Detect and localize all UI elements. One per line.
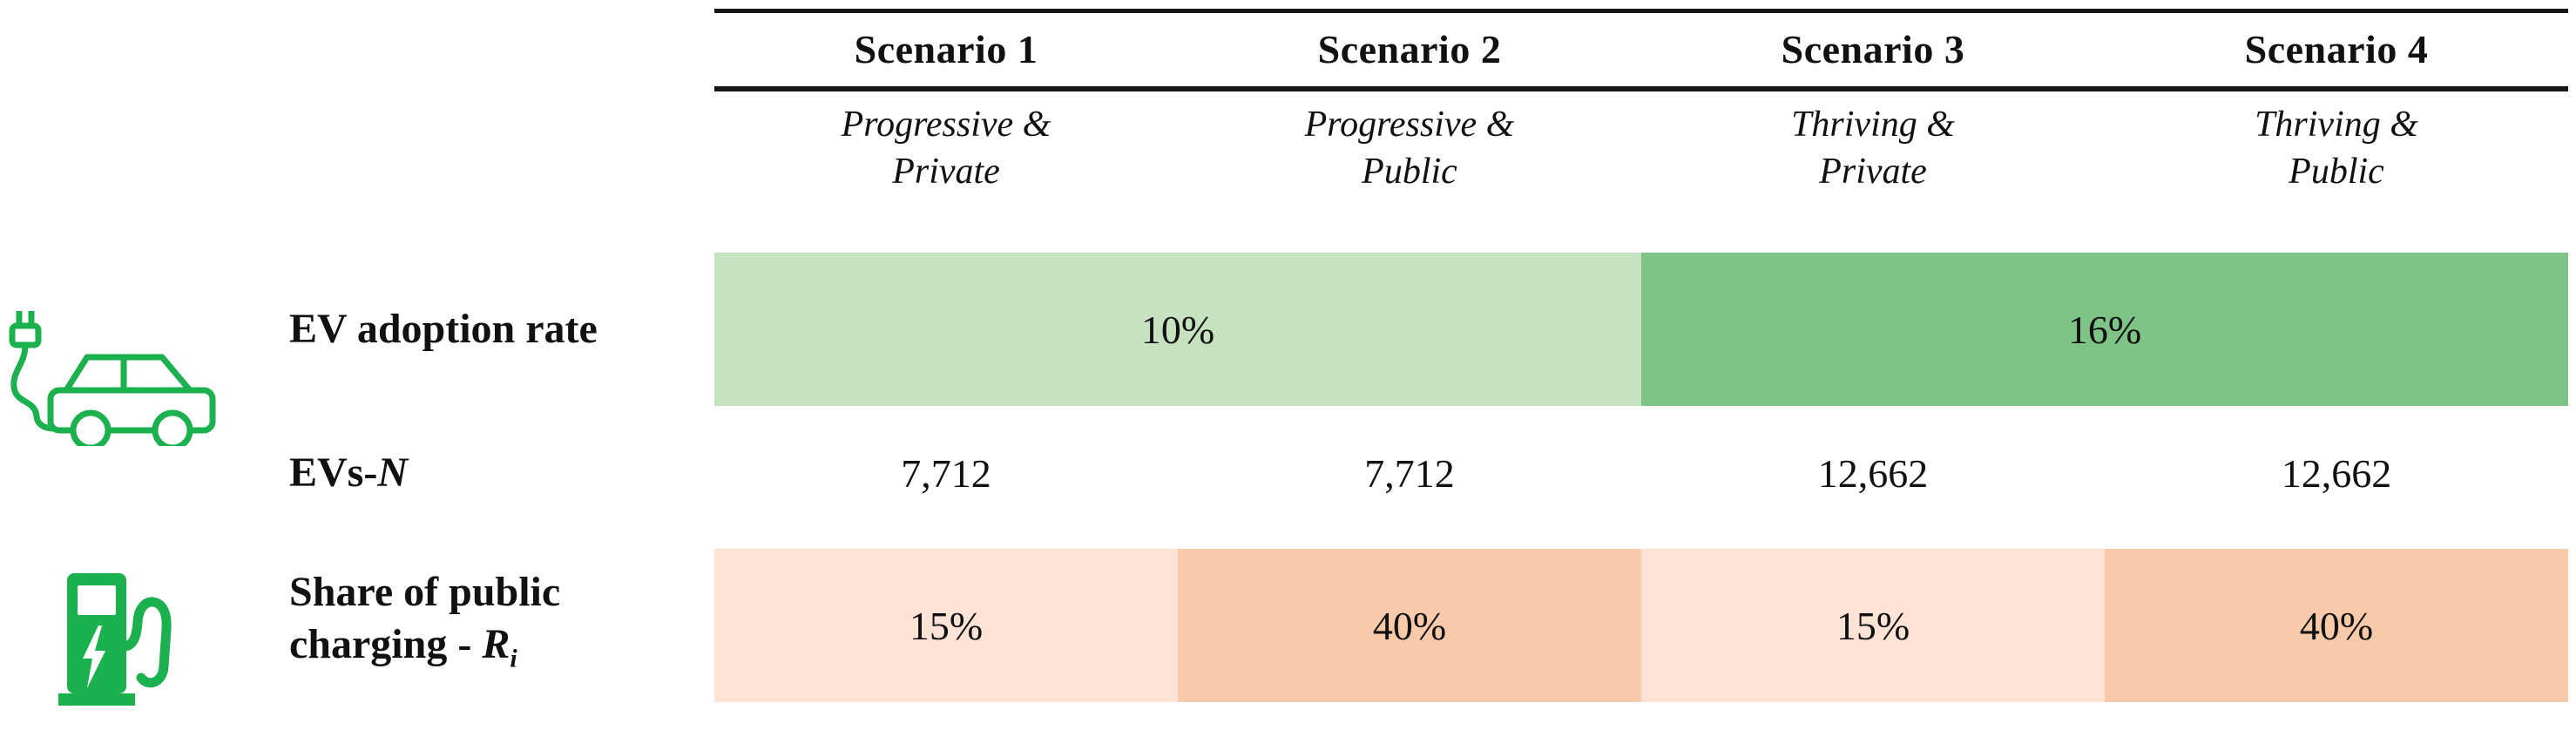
ev-adoption-cell-scenarios-3-4: 16% [1641,253,2568,406]
public-charging-label-line2: charging - Ri [289,618,560,686]
evs-label-symbol-N: N [377,449,409,496]
column-subtitle-scenario-2: Progressive & Public [1178,101,1641,199]
public-charging-cell-scenario-1: 15% [714,549,1178,702]
evs-count-value-scenario-4: 12,662 [2281,450,2392,496]
column-header-scenario-3: Scenario 3 [1781,26,1965,71]
column-header-scenario-4: Scenario 4 [2244,26,2429,71]
ev-car-icon [9,311,216,451]
subtitle-line: Private [1819,152,1927,192]
evs-count-value-scenario-3: 12,662 [1817,450,1929,496]
subtitle-line: Public [1362,152,1457,192]
evs-label-separator: - [363,449,378,496]
evs-label-text: EVs [289,449,364,496]
ev-adoption-rate-label: EV adoption rate [289,253,716,406]
subtitle-line: Thriving & [2255,105,2418,145]
public-charging-cell-scenario-3: 15% [1641,549,2105,702]
ev-charger-icon [58,573,172,706]
subtitle-line: Progressive & [1304,105,1515,145]
column-header-scenario-1: Scenario 1 [854,26,1038,71]
table-top-rule [714,9,2568,13]
evs-count-label: EVs - N [289,436,716,510]
column-subtitle-scenario-1: Progressive & Private [714,101,1178,199]
subtitle-line: Private [892,152,1000,192]
evs-count-value-scenario-1: 7,712 [901,450,991,496]
subtitle-line: Public [2289,152,2384,192]
table-header-rule [714,86,2568,91]
public-charging-label-line2-text: charging - [289,620,483,667]
column-subtitle-scenario-4: Thriving & Public [2105,101,2568,199]
public-charging-label-line1: Share of public [289,568,561,615]
subtitle-line: Thriving & [1791,105,1955,145]
public-charging-label: Share of public charging - Ri [289,549,716,702]
ev-adoption-value-high: 16% [2067,307,2142,352]
ev-adoption-rate-label-text: EV adoption rate [289,306,598,352]
column-subtitle-scenario-3: Thriving & Private [1641,101,2105,199]
public-charging-cell-scenario-4: 40% [2105,549,2568,702]
public-charging-symbol-R: R [482,620,510,667]
evs-count-value-scenario-2: 7,712 [1364,450,1455,496]
public-charging-subscript-i: i [510,644,517,673]
ev-adoption-value-low: 10% [1140,307,1215,352]
ev-adoption-cell-scenarios-1-2: 10% [714,253,1641,406]
public-charging-cell-scenario-2: 40% [1178,549,1641,702]
subtitle-line: Progressive & [841,105,1051,145]
column-header-scenario-2: Scenario 2 [1317,26,1502,71]
